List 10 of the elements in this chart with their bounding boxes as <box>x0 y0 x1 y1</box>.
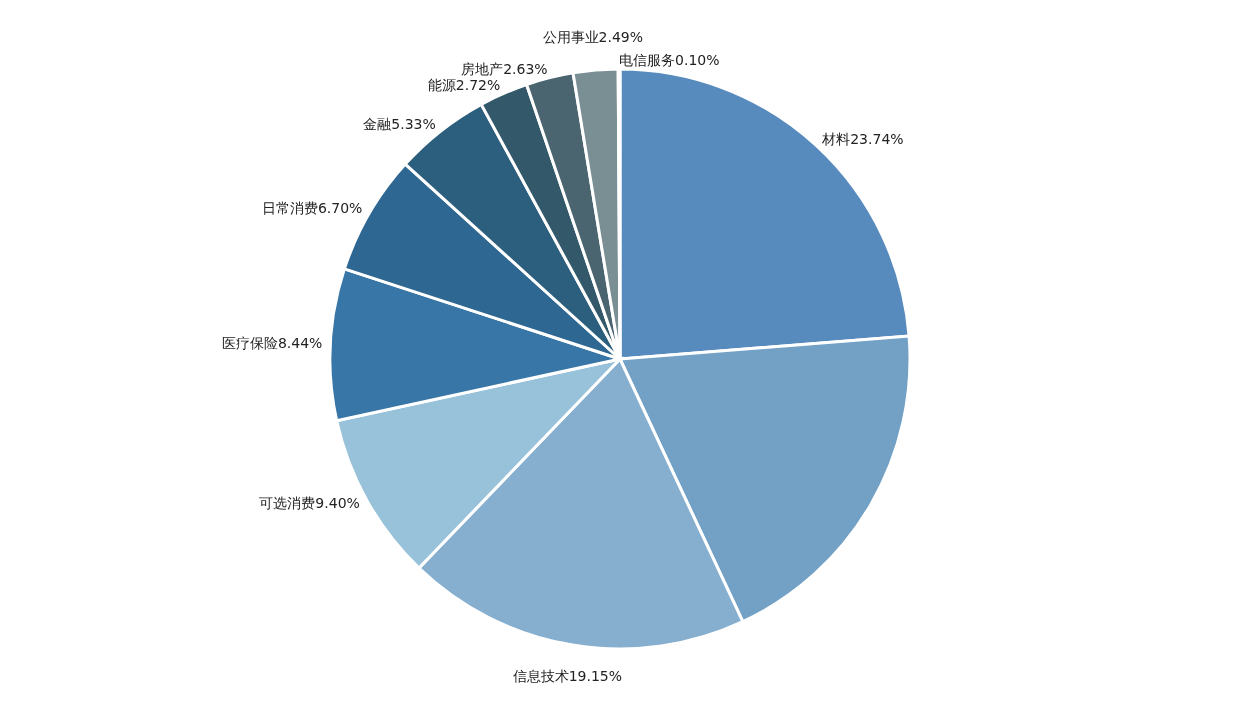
slice-label: 电信服务0.10% <box>619 52 720 68</box>
slice-label: 公用事业2.49% <box>542 29 644 46</box>
slice-label: 可选消费9.40% <box>259 495 360 512</box>
slice-label: 日常消费6.70% <box>261 200 363 217</box>
slice-label: 能源2.72% <box>427 77 501 94</box>
slice-label: 材料23.74% <box>821 131 904 148</box>
slice-label: 金融5.33% <box>363 115 436 132</box>
slice-label: 房地产2.63% <box>461 60 548 77</box>
slice-label: 医疗保险8.44% <box>221 334 323 351</box>
slice-label: 信息技术19.15% <box>512 667 623 684</box>
